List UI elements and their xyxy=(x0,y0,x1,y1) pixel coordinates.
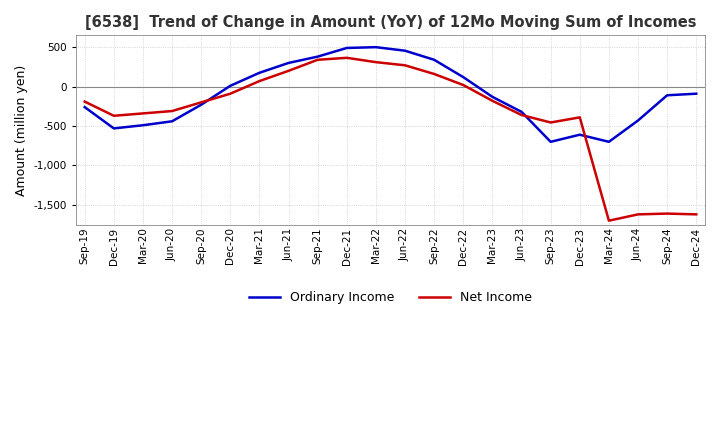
Net Income xyxy=(459,82,467,88)
Net Income xyxy=(139,111,148,116)
Title: [6538]  Trend of Change in Amount (YoY) of 12Mo Moving Sum of Incomes: [6538] Trend of Change in Amount (YoY) o… xyxy=(85,15,696,30)
Ordinary Income xyxy=(634,118,642,123)
Ordinary Income xyxy=(372,44,380,50)
Ordinary Income xyxy=(197,102,205,107)
Ordinary Income xyxy=(692,91,701,96)
Net Income xyxy=(284,68,293,73)
Ordinary Income xyxy=(546,139,555,144)
Ordinary Income xyxy=(430,57,438,62)
Net Income xyxy=(255,78,264,84)
Ordinary Income xyxy=(401,48,410,53)
Ordinary Income xyxy=(255,70,264,75)
Y-axis label: Amount (million yen): Amount (million yen) xyxy=(15,64,28,196)
Ordinary Income xyxy=(575,132,584,137)
Legend: Ordinary Income, Net Income: Ordinary Income, Net Income xyxy=(243,286,537,309)
Net Income xyxy=(517,112,526,117)
Ordinary Income xyxy=(81,104,89,110)
Net Income xyxy=(226,91,235,96)
Ordinary Income xyxy=(168,119,176,124)
Line: Net Income: Net Income xyxy=(85,58,696,221)
Ordinary Income xyxy=(343,45,351,51)
Net Income xyxy=(692,212,701,217)
Ordinary Income xyxy=(459,74,467,80)
Net Income xyxy=(430,71,438,77)
Net Income xyxy=(663,211,672,216)
Net Income xyxy=(546,120,555,125)
Net Income xyxy=(634,212,642,217)
Net Income xyxy=(343,55,351,60)
Net Income xyxy=(488,98,497,103)
Net Income xyxy=(168,108,176,114)
Ordinary Income xyxy=(226,83,235,88)
Net Income xyxy=(109,113,118,118)
Line: Ordinary Income: Ordinary Income xyxy=(85,47,696,142)
Net Income xyxy=(81,99,89,104)
Net Income xyxy=(401,62,410,68)
Ordinary Income xyxy=(605,139,613,144)
Ordinary Income xyxy=(284,60,293,66)
Ordinary Income xyxy=(663,93,672,98)
Ordinary Income xyxy=(313,54,322,59)
Ordinary Income xyxy=(488,94,497,99)
Net Income xyxy=(605,218,613,224)
Ordinary Income xyxy=(109,126,118,131)
Net Income xyxy=(372,59,380,65)
Net Income xyxy=(197,100,205,105)
Net Income xyxy=(575,115,584,120)
Ordinary Income xyxy=(517,109,526,114)
Ordinary Income xyxy=(139,123,148,128)
Net Income xyxy=(313,57,322,62)
